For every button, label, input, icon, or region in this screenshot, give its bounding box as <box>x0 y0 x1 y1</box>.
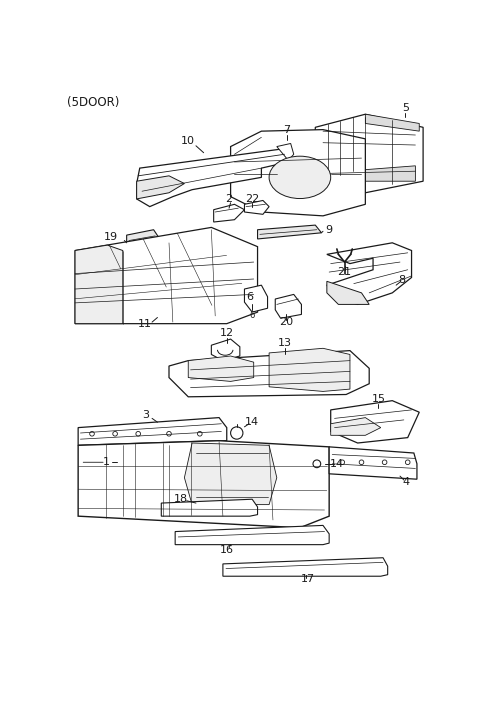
Polygon shape <box>331 418 381 435</box>
Ellipse shape <box>269 156 331 198</box>
Text: 17: 17 <box>300 574 315 584</box>
Polygon shape <box>230 130 365 216</box>
Polygon shape <box>184 443 277 505</box>
Polygon shape <box>258 225 322 239</box>
Polygon shape <box>327 243 411 304</box>
Polygon shape <box>365 114 419 131</box>
Polygon shape <box>244 200 269 215</box>
Polygon shape <box>75 245 123 324</box>
Polygon shape <box>365 166 415 181</box>
Text: 1: 1 <box>102 457 109 467</box>
Text: 4: 4 <box>403 477 410 487</box>
Text: (5DOOR): (5DOOR) <box>67 96 120 109</box>
Text: 3: 3 <box>143 409 149 420</box>
Text: 20: 20 <box>279 317 293 327</box>
Polygon shape <box>277 144 294 161</box>
Polygon shape <box>214 205 244 222</box>
Polygon shape <box>188 356 254 382</box>
Polygon shape <box>161 499 258 516</box>
Text: 9: 9 <box>325 224 333 235</box>
Polygon shape <box>175 525 329 544</box>
Text: 22: 22 <box>245 194 259 204</box>
Text: 6: 6 <box>246 292 253 302</box>
Polygon shape <box>75 227 258 324</box>
Polygon shape <box>169 350 369 396</box>
Polygon shape <box>269 348 350 392</box>
Text: 21: 21 <box>337 267 352 277</box>
Text: 12: 12 <box>220 328 234 338</box>
Polygon shape <box>137 148 288 207</box>
Text: 11: 11 <box>137 319 151 329</box>
Text: 14: 14 <box>330 459 344 469</box>
Text: 13: 13 <box>277 338 291 348</box>
Text: 6: 6 <box>250 312 255 321</box>
Polygon shape <box>327 281 369 304</box>
Polygon shape <box>78 440 329 527</box>
Polygon shape <box>275 295 301 319</box>
Polygon shape <box>315 114 423 193</box>
Polygon shape <box>331 401 419 443</box>
Text: 2: 2 <box>226 194 233 204</box>
Polygon shape <box>329 447 417 479</box>
Text: 15: 15 <box>372 394 385 404</box>
Text: 19: 19 <box>104 232 118 242</box>
Polygon shape <box>78 418 227 445</box>
Polygon shape <box>223 558 388 576</box>
Text: 18: 18 <box>173 494 188 504</box>
Text: 10: 10 <box>181 136 195 146</box>
Polygon shape <box>244 285 267 312</box>
Polygon shape <box>211 339 240 360</box>
Polygon shape <box>137 176 184 199</box>
Text: 7: 7 <box>283 125 290 135</box>
Text: 8: 8 <box>399 275 406 285</box>
Text: 16: 16 <box>220 545 234 555</box>
Text: 14: 14 <box>245 417 259 427</box>
Polygon shape <box>127 229 160 256</box>
Text: 5: 5 <box>402 103 409 113</box>
